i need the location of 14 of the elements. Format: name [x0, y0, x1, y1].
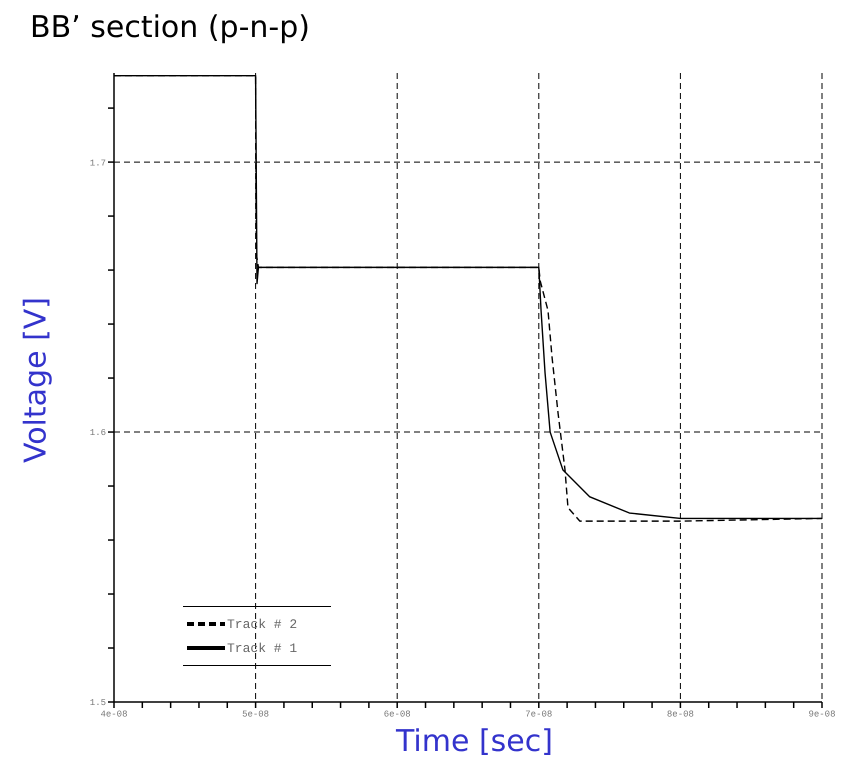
x-tick-label: 4e-08 — [100, 709, 128, 720]
y-tick-label: 1.6 — [90, 428, 106, 438]
y-tick-label: 1.7 — [90, 158, 106, 168]
x-tick-label: 8e-08 — [666, 709, 694, 720]
x-tick-label: 6e-08 — [384, 709, 411, 720]
x-tick-label: 7e-08 — [525, 709, 552, 720]
chart-title: BB’ section (p-n-p) — [30, 10, 310, 45]
x-axis-title: Time [sec] — [396, 724, 553, 759]
legend-label: Track # 2 — [227, 616, 298, 632]
x-tick-label: 5e-08 — [242, 709, 270, 720]
legend-label: Track # 1 — [227, 640, 298, 656]
y-axis-title: Voltage [V] — [18, 297, 54, 463]
y-tick-label: 1.5 — [90, 698, 106, 708]
x-tick-label: 9e-08 — [808, 709, 836, 720]
